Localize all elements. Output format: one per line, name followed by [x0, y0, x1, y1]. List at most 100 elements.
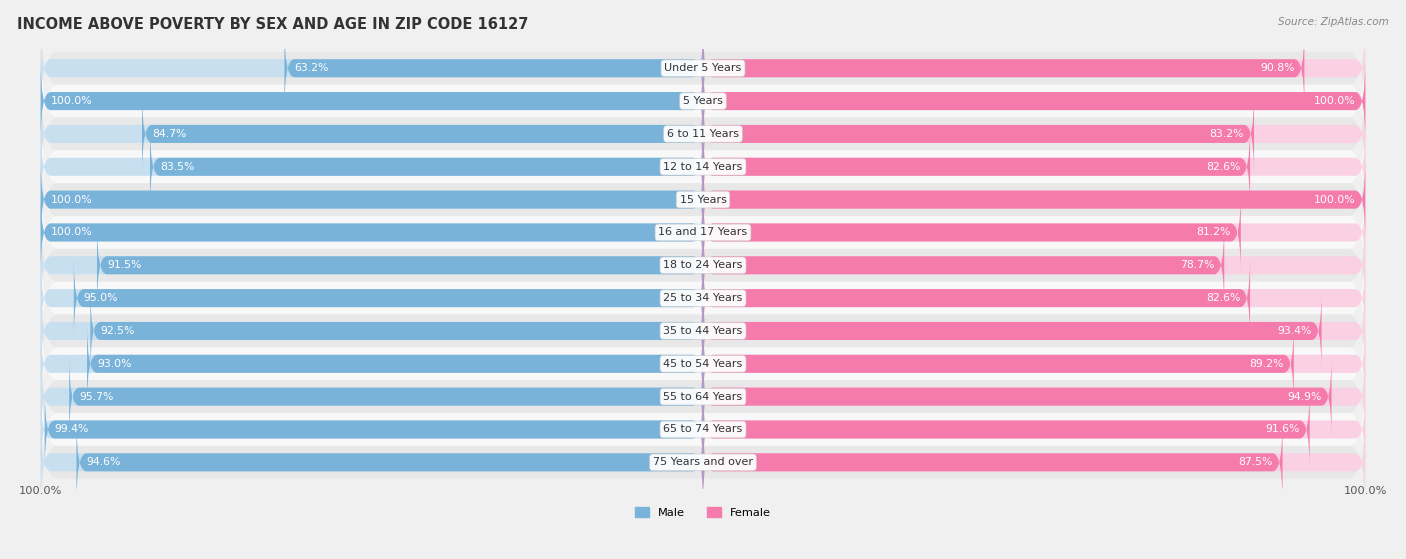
Text: 91.6%: 91.6% [1265, 424, 1299, 434]
FancyBboxPatch shape [41, 291, 703, 371]
FancyBboxPatch shape [284, 28, 703, 108]
FancyBboxPatch shape [703, 291, 1322, 371]
FancyBboxPatch shape [41, 266, 1365, 397]
Text: 100.0%: 100.0% [1313, 195, 1355, 205]
FancyBboxPatch shape [703, 94, 1254, 174]
FancyBboxPatch shape [41, 35, 1365, 167]
FancyBboxPatch shape [703, 225, 1225, 306]
FancyBboxPatch shape [41, 134, 1365, 266]
FancyBboxPatch shape [41, 258, 703, 338]
Text: 78.7%: 78.7% [1180, 260, 1215, 271]
Text: 91.5%: 91.5% [107, 260, 141, 271]
Text: 83.5%: 83.5% [160, 162, 194, 172]
FancyBboxPatch shape [150, 126, 703, 207]
FancyBboxPatch shape [703, 357, 1365, 437]
FancyBboxPatch shape [703, 324, 1365, 404]
Text: 89.2%: 89.2% [1250, 359, 1284, 369]
FancyBboxPatch shape [41, 389, 703, 470]
FancyBboxPatch shape [703, 258, 1365, 338]
Text: 99.4%: 99.4% [55, 424, 89, 434]
Text: 90.8%: 90.8% [1260, 63, 1295, 73]
FancyBboxPatch shape [41, 101, 1365, 233]
FancyBboxPatch shape [41, 192, 703, 273]
Text: 25 to 34 Years: 25 to 34 Years [664, 293, 742, 303]
FancyBboxPatch shape [76, 422, 703, 503]
Text: 75 Years and over: 75 Years and over [652, 457, 754, 467]
FancyBboxPatch shape [41, 94, 703, 174]
Text: Under 5 Years: Under 5 Years [665, 63, 741, 73]
Text: 12 to 14 Years: 12 to 14 Years [664, 162, 742, 172]
FancyBboxPatch shape [703, 357, 1331, 437]
FancyBboxPatch shape [41, 61, 703, 141]
Text: 18 to 24 Years: 18 to 24 Years [664, 260, 742, 271]
FancyBboxPatch shape [41, 397, 1365, 528]
Text: 100.0%: 100.0% [51, 96, 93, 106]
Text: INCOME ABOVE POVERTY BY SEX AND AGE IN ZIP CODE 16127: INCOME ABOVE POVERTY BY SEX AND AGE IN Z… [17, 17, 529, 32]
FancyBboxPatch shape [41, 298, 1365, 429]
Text: 45 to 54 Years: 45 to 54 Years [664, 359, 742, 369]
FancyBboxPatch shape [703, 126, 1250, 207]
Text: 82.6%: 82.6% [1206, 293, 1240, 303]
FancyBboxPatch shape [703, 389, 1365, 470]
FancyBboxPatch shape [703, 192, 1365, 273]
FancyBboxPatch shape [41, 200, 1365, 331]
FancyBboxPatch shape [41, 324, 703, 404]
FancyBboxPatch shape [41, 159, 703, 240]
FancyBboxPatch shape [90, 291, 703, 371]
FancyBboxPatch shape [41, 61, 703, 141]
Text: Source: ZipAtlas.com: Source: ZipAtlas.com [1278, 17, 1389, 27]
FancyBboxPatch shape [41, 3, 1365, 134]
FancyBboxPatch shape [703, 258, 1250, 338]
FancyBboxPatch shape [703, 192, 1241, 273]
FancyBboxPatch shape [41, 28, 703, 108]
FancyBboxPatch shape [41, 192, 703, 273]
FancyBboxPatch shape [41, 422, 703, 503]
Text: 95.7%: 95.7% [79, 392, 114, 402]
Text: 35 to 44 Years: 35 to 44 Years [664, 326, 742, 336]
FancyBboxPatch shape [142, 94, 703, 174]
FancyBboxPatch shape [41, 364, 1365, 495]
FancyBboxPatch shape [703, 61, 1365, 141]
FancyBboxPatch shape [97, 225, 703, 306]
FancyBboxPatch shape [703, 291, 1365, 371]
FancyBboxPatch shape [703, 94, 1365, 174]
FancyBboxPatch shape [703, 422, 1282, 503]
FancyBboxPatch shape [703, 126, 1365, 207]
Text: 100.0%: 100.0% [51, 228, 93, 238]
Text: 95.0%: 95.0% [84, 293, 118, 303]
FancyBboxPatch shape [703, 225, 1365, 306]
FancyBboxPatch shape [703, 389, 1309, 470]
Text: 81.2%: 81.2% [1197, 228, 1230, 238]
FancyBboxPatch shape [703, 61, 1365, 141]
Text: 94.9%: 94.9% [1288, 392, 1322, 402]
Text: 83.2%: 83.2% [1209, 129, 1244, 139]
FancyBboxPatch shape [703, 422, 1365, 503]
Text: 15 Years: 15 Years [679, 195, 727, 205]
Text: 55 to 64 Years: 55 to 64 Years [664, 392, 742, 402]
FancyBboxPatch shape [703, 159, 1365, 240]
FancyBboxPatch shape [703, 159, 1365, 240]
FancyBboxPatch shape [703, 28, 1365, 108]
Text: 84.7%: 84.7% [152, 129, 187, 139]
Text: 92.5%: 92.5% [100, 326, 135, 336]
Text: 16 and 17 Years: 16 and 17 Years [658, 228, 748, 238]
Text: 5 Years: 5 Years [683, 96, 723, 106]
Text: 100.0%: 100.0% [1344, 486, 1386, 496]
FancyBboxPatch shape [41, 225, 703, 306]
Text: 6 to 11 Years: 6 to 11 Years [666, 129, 740, 139]
FancyBboxPatch shape [41, 357, 703, 437]
FancyBboxPatch shape [703, 324, 1294, 404]
Text: 100.0%: 100.0% [51, 195, 93, 205]
FancyBboxPatch shape [41, 331, 1365, 462]
FancyBboxPatch shape [41, 167, 1365, 298]
Text: 100.0%: 100.0% [1313, 96, 1355, 106]
FancyBboxPatch shape [41, 68, 1365, 200]
Text: 87.5%: 87.5% [1239, 457, 1272, 467]
FancyBboxPatch shape [41, 233, 1365, 364]
Text: 65 to 74 Years: 65 to 74 Years [664, 424, 742, 434]
Text: 100.0%: 100.0% [20, 486, 62, 496]
Text: 63.2%: 63.2% [294, 63, 329, 73]
Legend: Male, Female: Male, Female [630, 503, 776, 523]
Text: 94.6%: 94.6% [86, 457, 121, 467]
FancyBboxPatch shape [87, 324, 703, 404]
